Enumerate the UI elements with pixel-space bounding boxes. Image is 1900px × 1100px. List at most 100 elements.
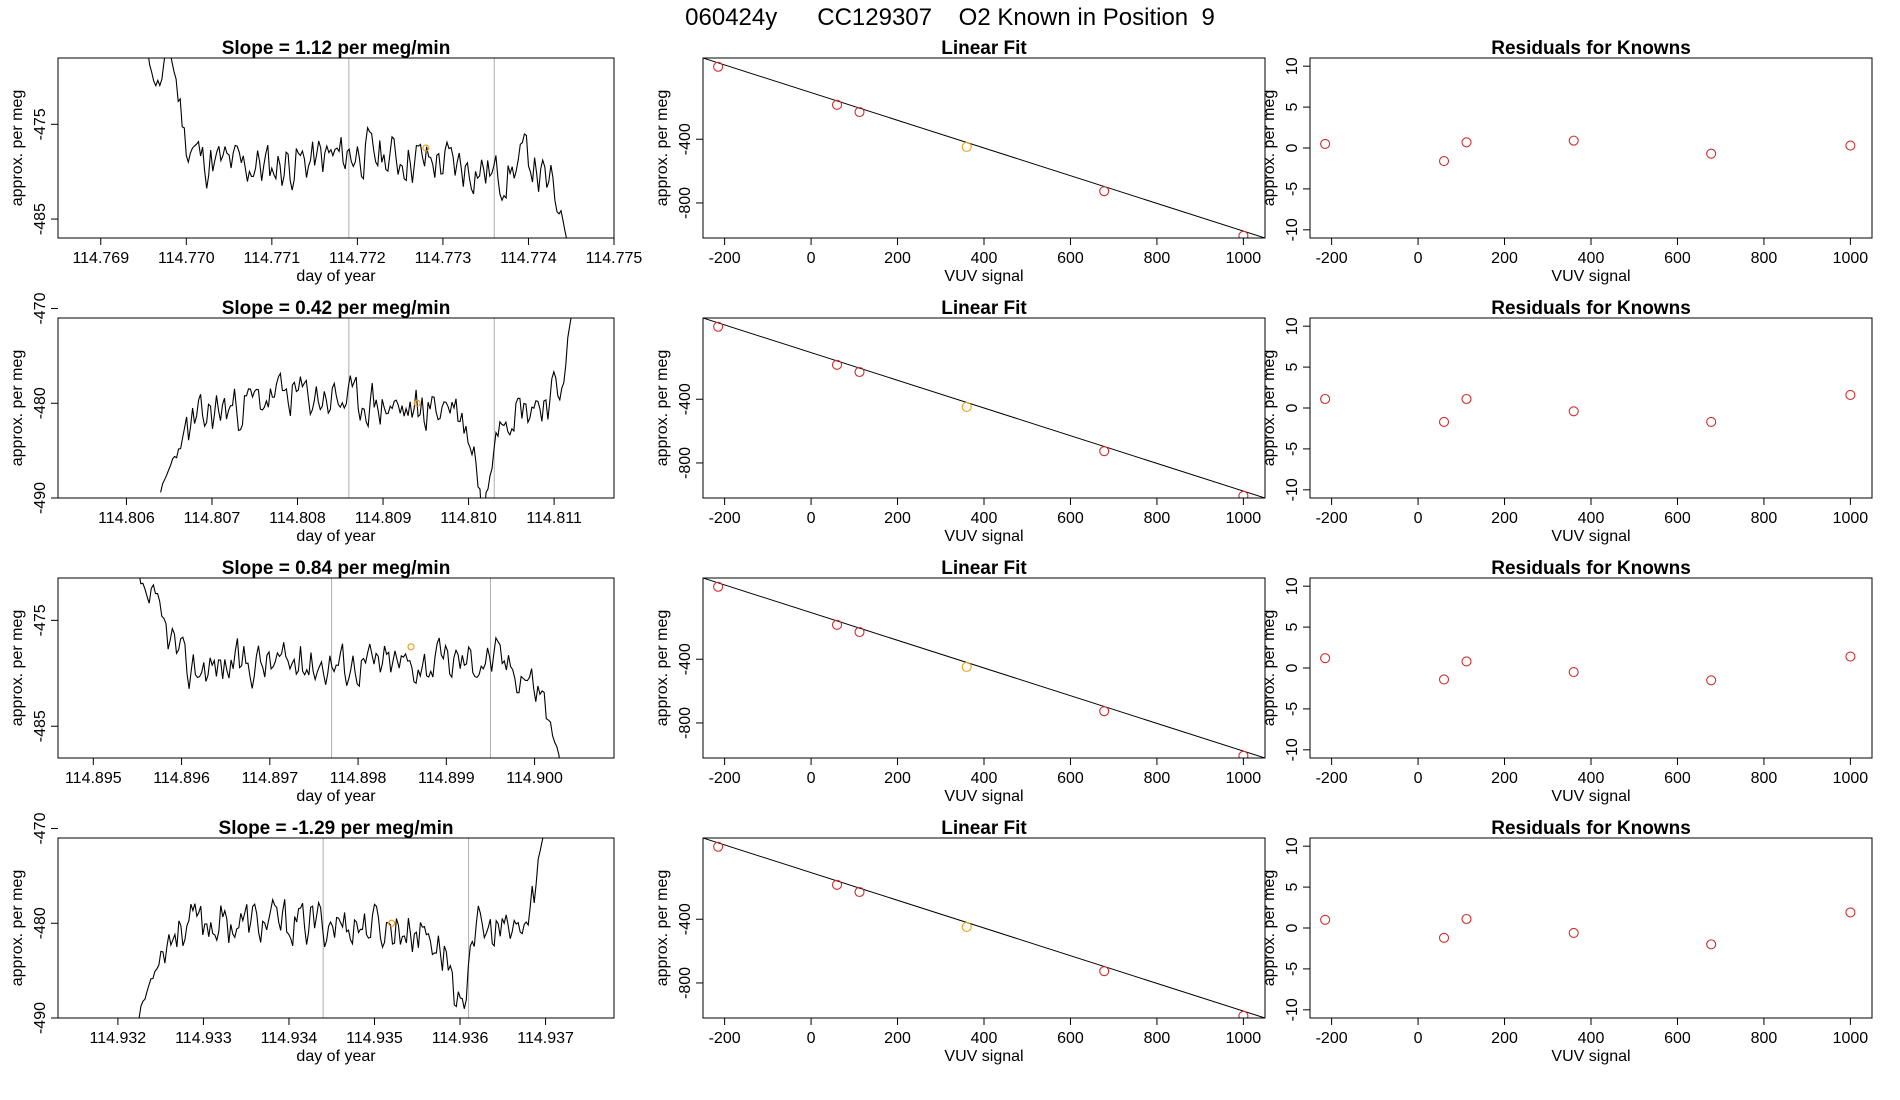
x-tick-label: 114.772 (329, 250, 386, 267)
data-point (1099, 706, 1110, 717)
plot-area (1320, 135, 1856, 167)
data-point (1320, 138, 1331, 149)
x-tick-label: 0 (1414, 770, 1423, 787)
y-tick-label: -485 (32, 203, 49, 235)
panel-3-0: Slope = -1.29 per meg/min 114.932 114.933 1… (9, 812, 615, 1065)
x-tick-label: 600 (1664, 1030, 1691, 1047)
data-point (713, 841, 724, 852)
panel-title: Linear Fit (941, 298, 1027, 319)
x-tick-label: 0 (1414, 510, 1423, 527)
x-tick-label: 114.900 (506, 770, 563, 787)
x-tick-label: 114.811 (526, 510, 582, 527)
y-tick-label: 10 (1284, 317, 1301, 335)
fit-line (703, 578, 1265, 758)
panel-title: Linear Fit (941, 558, 1027, 579)
plot-frame (57, 837, 615, 1019)
data-point (961, 661, 972, 672)
data-point (1438, 932, 1450, 943)
x-axis-label: VUV signal (1551, 268, 1630, 285)
x-tick-label: 0 (807, 1030, 816, 1047)
x-axis-label: day of year (296, 268, 376, 285)
data-point (713, 321, 724, 332)
x-tick-label: 200 (884, 510, 911, 527)
panel-title: Residuals for Knowns (1491, 818, 1691, 839)
x-tick-label: 400 (1578, 1030, 1605, 1047)
x-axis-label: VUV signal (944, 268, 1023, 285)
y-tick-label: -470 (32, 812, 49, 844)
x-axis-label: VUV signal (944, 788, 1023, 805)
x-tick-label: 114.899 (418, 770, 475, 787)
x-tick-label: 800 (1144, 770, 1171, 787)
y-tick-label: 10 (1284, 577, 1301, 595)
y-tick-label: -400 (677, 383, 694, 415)
x-tick-label: 1000 (1226, 770, 1262, 787)
y-axis-label: approx. per meg (654, 350, 671, 467)
panel-1-2: Residuals for Knowns-200 0 200 400 600 800 100… (1261, 298, 1873, 545)
data-point (1706, 675, 1717, 686)
x-tick-label: 0 (1414, 1030, 1423, 1047)
data-point (854, 886, 865, 898)
y-tick-label: -800 (677, 187, 694, 219)
y-axis-label: approx. per meg (654, 870, 671, 987)
y-tick-label: -800 (677, 707, 694, 739)
x-tick-label: 200 (884, 770, 911, 787)
x-tick-label: 200 (1491, 770, 1518, 787)
data-point (1238, 750, 1249, 758)
data-point (961, 141, 972, 152)
x-tick-label: 600 (1664, 510, 1691, 527)
y-tick-label: -400 (677, 903, 694, 935)
x-tick-label: 800 (1751, 250, 1778, 267)
x-tick-label: 1000 (1833, 250, 1869, 267)
y-tick-label: 0 (1284, 663, 1301, 672)
y-tick-label: -5 (1284, 962, 1301, 976)
y-tick-label: -800 (677, 967, 694, 999)
x-tick-label: 1000 (1833, 770, 1869, 787)
plot-area (1320, 389, 1856, 427)
y-tick-label: -5 (1284, 702, 1301, 716)
x-tick-label: 400 (971, 1030, 998, 1047)
x-tick-label: 114.936 (432, 1030, 489, 1047)
x-tick-label: 200 (1491, 510, 1518, 527)
y-axis-label: approx. per meg (654, 90, 671, 207)
data-point (1706, 148, 1717, 159)
per-meg-trace (139, 578, 560, 758)
x-axis-label: VUV signal (1551, 788, 1630, 805)
plot-area (703, 578, 1265, 758)
y-tick-label: 0 (1284, 403, 1301, 412)
x-tick-label: 1000 (1833, 510, 1869, 527)
panel-title: Linear Fit (941, 818, 1027, 839)
data-point (1706, 939, 1717, 950)
x-tick-label: 114.770 (158, 250, 215, 267)
data-point (1320, 653, 1331, 664)
x-tick-label: 400 (1578, 510, 1605, 527)
data-point (831, 879, 843, 890)
y-axis-label: approx. per meg (9, 870, 26, 987)
x-tick-label: 114.895 (65, 770, 122, 787)
x-tick-label: 600 (1057, 770, 1084, 787)
y-tick-label: -5 (1284, 182, 1301, 196)
data-point (713, 581, 724, 592)
data-point (1099, 186, 1110, 197)
x-tick-label: 600 (1664, 250, 1691, 267)
y-axis-label: approx. per meg (1261, 350, 1278, 467)
y-axis-label: approx. per meg (9, 610, 26, 727)
x-tick-label: 800 (1144, 1030, 1171, 1047)
plot-frame (57, 57, 615, 239)
plot-frame (1309, 317, 1873, 499)
x-tick-label: 200 (884, 1030, 911, 1047)
data-point (1845, 389, 1856, 400)
x-tick-label: -200 (1316, 510, 1348, 527)
x-tick-label: 114.937 (517, 1030, 574, 1047)
x-axis-label: day of year (296, 788, 376, 805)
data-point (1568, 406, 1579, 417)
x-tick-label: 800 (1751, 510, 1778, 527)
x-axis-label: day of year (296, 528, 376, 545)
y-tick-label: 5 (1284, 363, 1301, 372)
y-axis-label: approx. per meg (9, 350, 26, 467)
x-tick-label: 200 (1491, 1030, 1518, 1047)
fit-line (703, 318, 1265, 498)
per-meg-trace (160, 318, 572, 498)
plot-frame (57, 577, 615, 759)
x-tick-label: 114.933 (175, 1030, 232, 1047)
x-tick-label: 114.935 (346, 1030, 403, 1047)
